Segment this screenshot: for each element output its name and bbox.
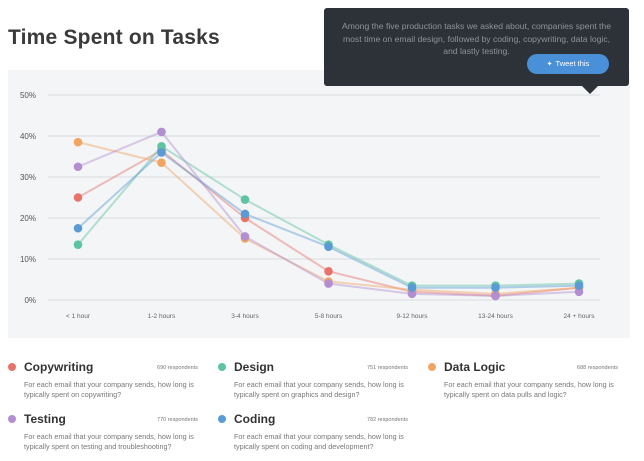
design-dot-icon: [218, 363, 226, 371]
legend-count: 688 respondents: [577, 365, 618, 371]
legend-name: Data Logic: [444, 360, 506, 374]
series-line-design: [77, 145, 580, 287]
line-chart: 0% 10% 20% 30% 40% 50% < 1 hour 1-2 hours 3-4 ho…: [20, 91, 600, 320]
data-point-testing: [240, 232, 250, 241]
twitter-bird-icon: ✦: [546, 61, 553, 68]
data-point-testing: [73, 162, 83, 172]
data-point-coding: [407, 283, 417, 292]
data-point-coding: [73, 223, 83, 233]
data-point-design: [240, 195, 250, 204]
legend-name: Copywriting: [24, 360, 94, 374]
legend-desc: For each email that your company sends, …: [24, 432, 194, 451]
copywriting-dot-icon: [8, 363, 16, 371]
data-point-coding: [574, 281, 584, 290]
data-point-design: [157, 141, 166, 151]
legend-count: 751 respondents: [367, 365, 408, 371]
tooltip: Among the five production tasks we asked…: [324, 8, 629, 94]
legend-name: Coding: [234, 412, 276, 426]
data-point-testing: [157, 127, 166, 137]
data-point-testing: [324, 279, 333, 288]
data-point-testing: [574, 287, 584, 297]
data-point-coding: [240, 209, 250, 219]
data-logic-dot-icon: [428, 363, 436, 371]
x-tick-label: < 1 hour: [66, 313, 91, 320]
legend-name: Design: [234, 360, 275, 374]
x-tick-label: 3-4 hours: [231, 313, 259, 320]
data-point-coding: [324, 242, 333, 251]
data-point-testing: [491, 291, 500, 301]
y-tick-label: 20%: [20, 214, 36, 223]
x-tick-label: 9-12 hours: [396, 313, 428, 320]
y-tick-label: 10%: [20, 255, 36, 264]
x-tick-label: 1-2 hours: [148, 313, 176, 320]
chart-panel: 0% 10% 20% 30% 40% 50% < 1 hour 1-2 hours 3-4 ho…: [8, 70, 630, 338]
y-tick-label: 40%: [20, 132, 36, 141]
legend-count: 690 respondents: [157, 365, 198, 371]
legend-desc: For each email that your company sends, …: [234, 380, 404, 399]
x-tick-label: 13-24 hours: [478, 313, 513, 320]
y-tick-label: 0%: [24, 296, 36, 305]
y-tick-label: 50%: [20, 91, 36, 100]
legend-desc: For each email that your company sends, …: [24, 380, 194, 399]
coding-dot-icon: [218, 415, 226, 423]
legend-desc: For each email that your company sends, …: [444, 380, 614, 399]
data-point-testing: [407, 289, 417, 299]
y-tick-label: 30%: [20, 173, 36, 182]
data-point-design: [73, 240, 83, 249]
legend: Copywriting 690 respondents For each ema…: [8, 360, 633, 460]
legend-desc: For each email that your company sends, …: [234, 432, 404, 451]
tweet-button[interactable]: ✦ Tweet this: [527, 54, 609, 74]
testing-dot-icon: [8, 415, 16, 423]
x-tick-label: 24 + hours: [564, 313, 596, 320]
data-point-coding: [157, 148, 166, 157]
data-point-copywriting: [324, 267, 333, 276]
tooltip-arrow: [582, 86, 598, 94]
data-point-coding: [491, 283, 500, 292]
legend-name: Testing: [24, 412, 66, 426]
data-point-data-logic: [73, 137, 83, 147]
legend-count: 770 respondents: [157, 417, 198, 423]
page-title: Time Spent on Tasks: [8, 26, 220, 49]
data-point-data-logic: [157, 158, 166, 167]
tweet-label: Tweet this: [555, 59, 590, 68]
x-tick-label: 5-8 hours: [315, 313, 343, 320]
legend-count: 782 respondents: [367, 417, 408, 423]
tooltip-text: Among the five production tasks we asked…: [342, 21, 611, 56]
data-point-copywriting: [73, 193, 83, 202]
